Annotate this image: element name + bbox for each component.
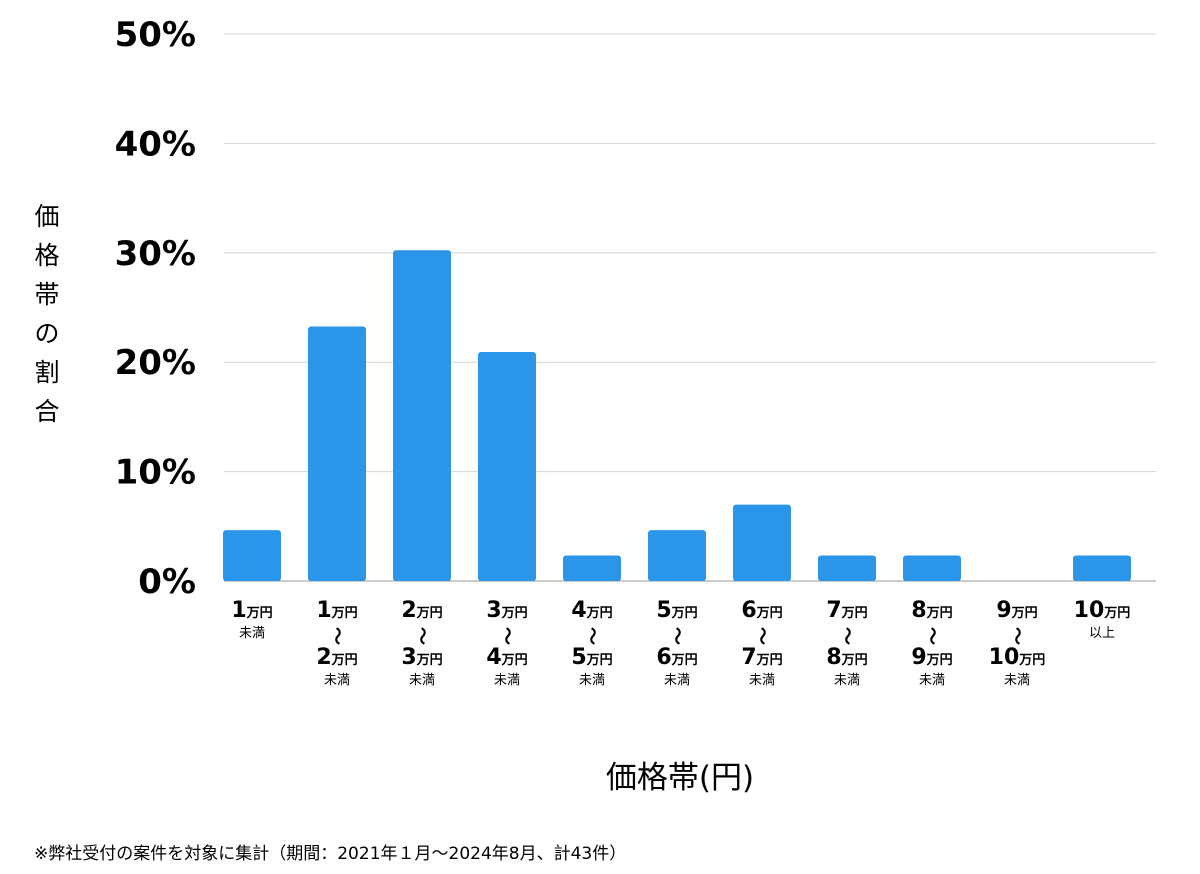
x-tick-range-mark: 〜 — [836, 627, 857, 645]
x-tick-range-mark: 〜 — [1006, 627, 1027, 645]
x-axis-label: 価格帯(円) — [606, 760, 754, 796]
y-tick-label: 0% — [138, 562, 196, 602]
footnote: ※弊社受付の案件を対象に集計（期間：2021年１月〜2024年8月、計43件） — [34, 844, 627, 864]
x-tick-label: 2万円 — [316, 645, 357, 670]
x-tick-label: 10万円 — [1074, 598, 1131, 623]
gridlines — [224, 33, 1156, 582]
x-tick-range-mark: 〜 — [581, 627, 602, 645]
y-tick-label: 20% — [115, 343, 196, 383]
x-tick-range-mark: 〜 — [921, 627, 942, 645]
y-axis-label-text: 価格帯の割合 — [34, 202, 59, 426]
x-tick-note: 未満 — [324, 673, 350, 688]
x-tick-note: 未満 — [749, 673, 775, 688]
bar — [818, 555, 876, 581]
x-tick-label: 5万円 — [571, 645, 612, 670]
x-tick-label: 3万円 — [401, 645, 442, 670]
x-tick-range-mark: 〜 — [411, 627, 432, 645]
x-axis-categories: 1万円未満1万円〜2万円未満2万円〜3万円未満3万円〜4万円未満4万円〜5万円未… — [231, 598, 1130, 688]
y-tick-label: 50% — [115, 15, 196, 55]
x-tick-label: 1万円 — [231, 598, 272, 623]
x-tick-range-mark: 〜 — [326, 627, 347, 645]
bar — [733, 504, 791, 581]
x-tick-label: 8万円 — [826, 645, 867, 670]
bars — [223, 250, 1131, 581]
x-tick-label: 9万円 — [996, 598, 1037, 623]
bar — [478, 352, 536, 581]
y-tick-label: 40% — [115, 124, 196, 164]
x-tick-label: 7万円 — [826, 598, 867, 623]
y-tick-label: 10% — [115, 453, 196, 493]
x-tick-note: 以上 — [1089, 626, 1115, 641]
bar — [903, 555, 961, 581]
x-tick-range-mark: 〜 — [496, 627, 517, 645]
x-tick-range-mark: 〜 — [666, 627, 687, 645]
x-tick-note: 未満 — [919, 673, 945, 688]
bar — [393, 250, 451, 581]
bar — [648, 530, 706, 581]
x-tick-label: 8万円 — [911, 598, 952, 623]
bar — [563, 555, 621, 581]
x-tick-label: 6万円 — [656, 645, 697, 670]
x-tick-label: 5万円 — [656, 598, 697, 623]
bar — [223, 530, 281, 581]
y-tick-label: 30% — [115, 234, 196, 274]
x-tick-note: 未満 — [1004, 673, 1030, 688]
x-tick-label: 7万円 — [741, 645, 782, 670]
y-axis-label: 価格帯の割合 — [34, 202, 59, 426]
x-tick-note: 未満 — [664, 673, 690, 688]
x-tick-note: 未満 — [834, 673, 860, 688]
x-tick-note: 未満 — [579, 673, 605, 688]
x-tick-label: 3万円 — [486, 598, 527, 623]
x-tick-label: 9万円 — [911, 645, 952, 670]
x-tick-label: 1万円 — [316, 598, 357, 623]
bar — [1073, 555, 1131, 581]
x-tick-note: 未満 — [239, 626, 265, 641]
x-tick-note: 未満 — [409, 673, 435, 688]
x-tick-label: 2万円 — [401, 598, 442, 623]
y-axis-ticks: 0% 10% 20% 30% 40% 50% — [115, 15, 196, 602]
bar — [308, 326, 366, 581]
x-tick-label: 10万円 — [989, 645, 1046, 670]
x-tick-label: 4万円 — [486, 645, 527, 670]
x-tick-label: 4万円 — [571, 598, 612, 623]
x-tick-range-mark: 〜 — [751, 627, 772, 645]
x-tick-note: 未満 — [494, 673, 520, 688]
x-tick-label: 6万円 — [741, 598, 782, 623]
